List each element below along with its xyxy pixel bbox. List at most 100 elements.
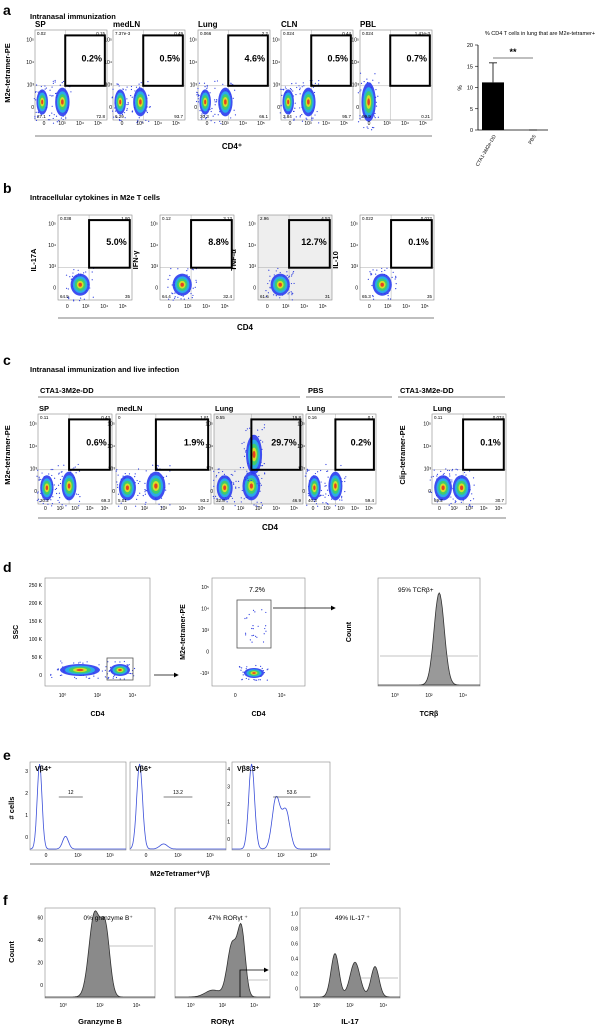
event-dot: [213, 485, 215, 487]
quadrant-value: 0.066: [200, 31, 212, 36]
event-dot: [51, 505, 53, 507]
x-label: CD4: [90, 711, 104, 718]
x-tick-label: 10⁵: [319, 304, 327, 310]
event-dot: [293, 282, 295, 285]
event-dot: [241, 489, 243, 492]
y-tick-label: 150 K: [29, 619, 43, 625]
event-dot: [120, 502, 122, 504]
event-dot: [177, 268, 179, 270]
event-dot: [97, 677, 99, 679]
x-tick-label: 10²: [174, 853, 182, 859]
event-dot: [301, 86, 303, 88]
event-dot: [180, 298, 182, 300]
quadrant-value: 27.1: [37, 114, 46, 119]
y-tick-label: 100 K: [29, 637, 43, 643]
quadrant-value: 99.9: [362, 114, 371, 119]
event-dot: [230, 495, 232, 498]
y-label: IFN-γ: [131, 250, 140, 270]
event-dot: [269, 280, 271, 282]
gate: [462, 418, 505, 471]
event-dot: [267, 282, 269, 285]
event-dot: [281, 88, 283, 91]
event-dot: [257, 625, 259, 627]
gate: [389, 34, 431, 87]
gate-percent: 0.7%: [406, 54, 427, 64]
event-dot: [197, 101, 200, 103]
event-dot: [471, 505, 474, 508]
x-label: TCRβ: [420, 711, 439, 718]
event-dot: [370, 274, 372, 276]
event-dot: [72, 272, 74, 274]
y-tick-label: 10³: [424, 466, 432, 472]
y-tick-label: 10⁵: [48, 222, 56, 228]
event-dot: [265, 625, 267, 627]
gate-percent: 0.5%: [159, 54, 180, 64]
event-dot: [35, 111, 37, 113]
event-dot: [117, 83, 119, 85]
y-tick-label: 0: [206, 650, 209, 656]
event-dot: [177, 296, 179, 298]
event-dot: [108, 670, 110, 673]
quadrant-value: 0.43: [101, 415, 110, 420]
event-dot: [62, 80, 65, 83]
event-dot: [116, 484, 119, 486]
x-tick-label: 10⁵: [101, 506, 109, 512]
event-dot: [48, 115, 51, 117]
event-dot: [314, 82, 316, 84]
x-tick-label: 10⁵: [421, 304, 429, 310]
event-dot: [114, 107, 116, 109]
gate-percent: 5.0%: [106, 237, 127, 247]
y-tick-label: 0: [109, 105, 112, 111]
density: [252, 450, 256, 459]
y-label: %: [458, 85, 464, 91]
event-dot: [146, 111, 149, 114]
x-tick-label: 10⁴: [379, 1003, 387, 1009]
event-dot: [237, 480, 240, 483]
event-dot: [293, 118, 295, 120]
event-dot: [49, 119, 51, 121]
y-tick-label: 10⁵: [189, 37, 197, 43]
event-dot: [254, 679, 256, 681]
event-dot: [449, 475, 451, 477]
event-dot: [245, 668, 247, 670]
event-dot: [251, 641, 253, 643]
event-dot: [295, 116, 297, 118]
event-dot: [169, 465, 171, 467]
density: [307, 99, 310, 105]
event-dot: [126, 98, 128, 100]
event-dot: [118, 505, 120, 507]
y-tick-label: 0: [194, 105, 197, 111]
event-dot: [73, 662, 75, 664]
event-dot: [57, 669, 59, 671]
event-dot: [157, 465, 159, 467]
event-dot: [131, 110, 134, 112]
event-dot: [62, 118, 64, 121]
event-dot: [212, 115, 214, 117]
y-label: IL-10: [331, 251, 340, 269]
x-tick-label: 0: [368, 121, 371, 127]
event-dot: [187, 297, 190, 299]
event-dot: [83, 298, 85, 300]
event-dot: [469, 503, 471, 506]
event-dot: [340, 464, 342, 467]
event-dot: [205, 117, 208, 119]
event-dot: [116, 469, 118, 471]
event-dot: [174, 292, 176, 294]
event-dot: [70, 91, 72, 93]
event-dot: [40, 114, 42, 116]
y-tick-label: 10³: [190, 82, 198, 88]
event-dot: [68, 296, 70, 298]
event-dot: [50, 673, 52, 676]
event-dot: [161, 506, 163, 508]
event-dot: [129, 672, 132, 675]
event-dot: [299, 107, 301, 109]
density: [78, 282, 82, 287]
event-dot: [126, 86, 128, 88]
quadrant-value: 5.01: [118, 498, 127, 503]
event-dot: [260, 484, 262, 486]
event-dot: [201, 118, 203, 120]
event-dot: [192, 269, 194, 271]
chart-title: % CD4 T cells in lung that are M2e-tetra…: [485, 31, 595, 37]
event-dot: [42, 502, 44, 505]
x-tick-label: 10³: [255, 506, 263, 512]
